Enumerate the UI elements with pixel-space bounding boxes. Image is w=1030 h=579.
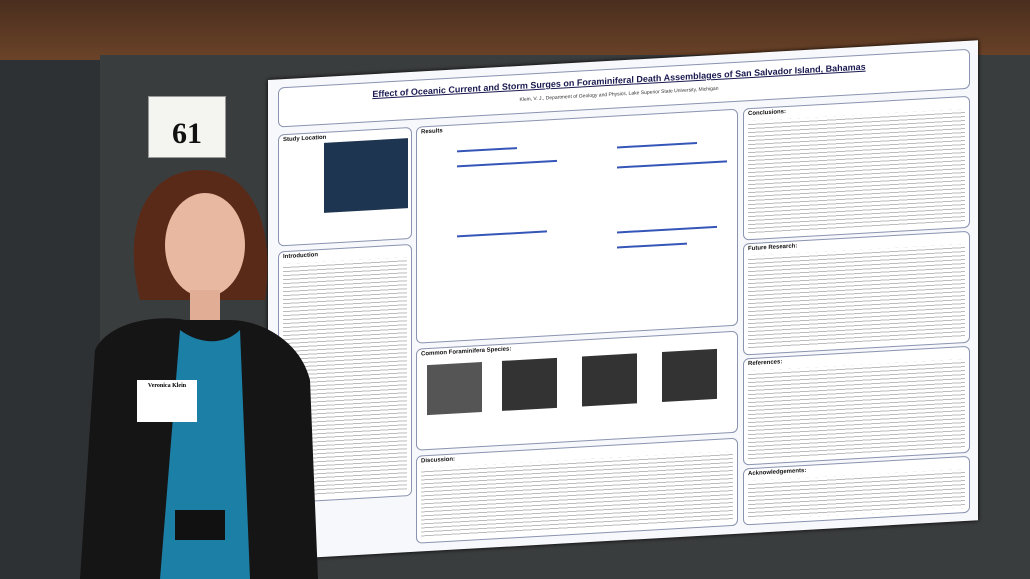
name-tag: Veronica Klein	[137, 380, 197, 422]
belt	[175, 510, 225, 540]
name: Veronica Klein	[147, 383, 187, 389]
board-number: 61	[148, 96, 226, 158]
face	[165, 193, 245, 297]
